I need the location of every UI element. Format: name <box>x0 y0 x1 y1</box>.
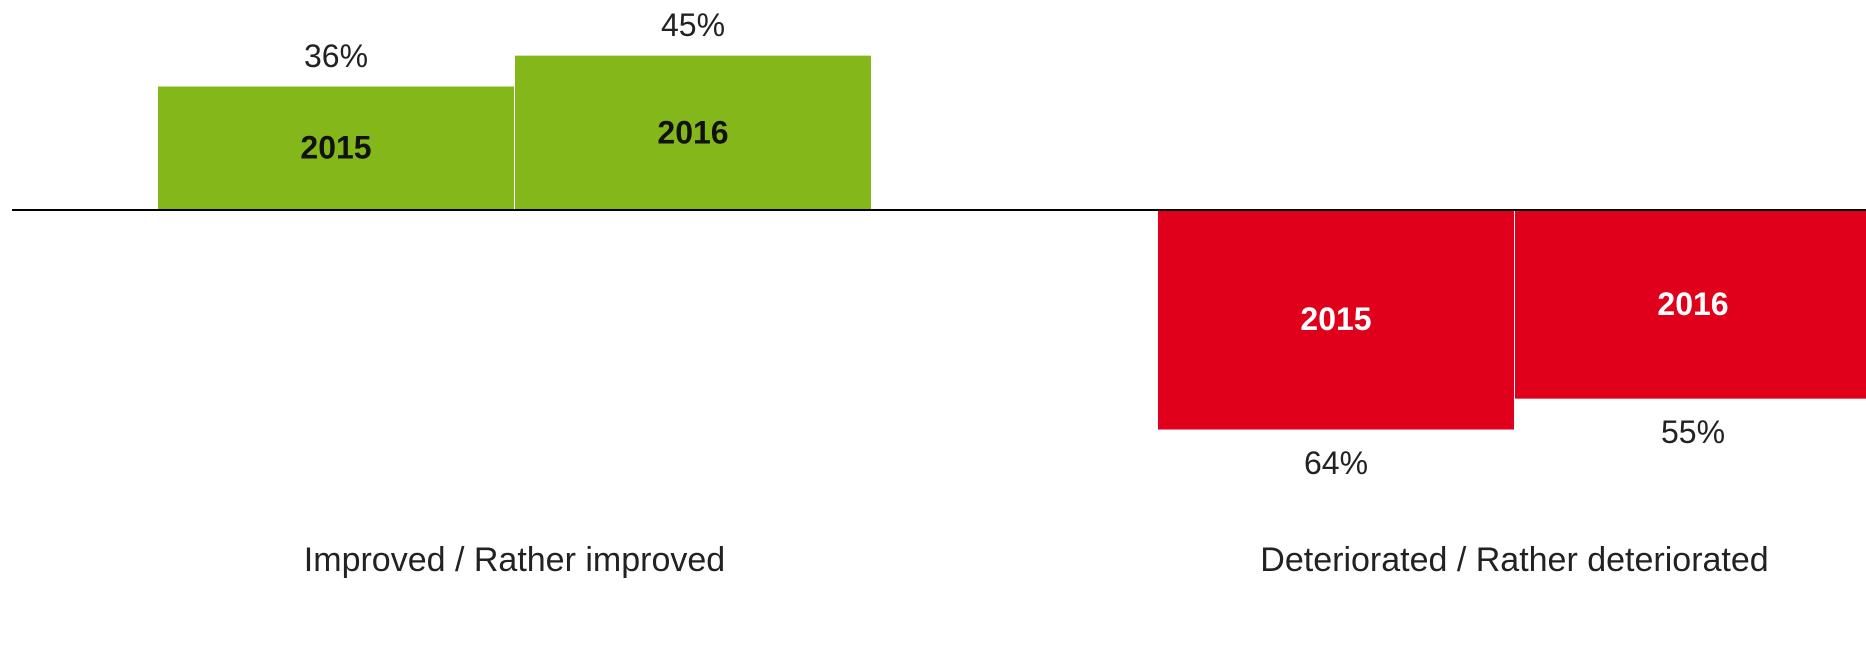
value-label: 36% <box>304 38 368 74</box>
series-label: 2016 <box>657 114 728 150</box>
value-label: 64% <box>1304 445 1368 481</box>
category-label: Improved / Rather improved <box>304 541 725 579</box>
series-label: 2016 <box>1657 286 1728 322</box>
bar <box>1515 210 1866 399</box>
value-label: 55% <box>1661 414 1725 450</box>
series-label: 2015 <box>1300 301 1371 337</box>
bar <box>1158 210 1514 430</box>
category-label: Deteriorated / Rather deteriorated <box>1260 541 1768 579</box>
value-label: 45% <box>661 7 725 43</box>
bar <box>515 55 871 211</box>
bar <box>158 86 514 210</box>
series-label: 2015 <box>300 130 371 166</box>
